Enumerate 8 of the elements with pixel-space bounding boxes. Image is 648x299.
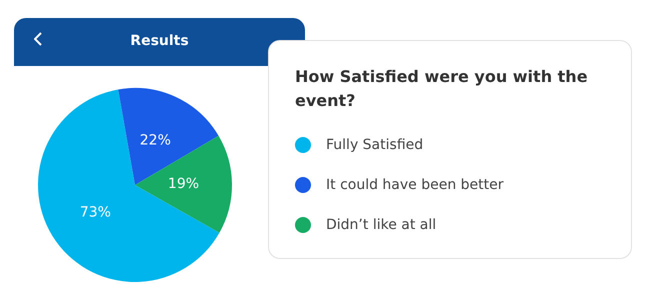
data-label: 73%	[80, 204, 111, 221]
chart-title: Results	[129, 33, 190, 49]
legend-title: How Satisfied were you with the event?	[295, 66, 589, 112]
legend-label: Didn’t like at all	[326, 217, 436, 233]
data-label: 19%	[168, 176, 200, 192]
data-label: 22%	[140, 132, 171, 149]
legend-label: Fully Satisfied	[326, 137, 424, 153]
legend-label: It could have been better	[326, 177, 504, 193]
